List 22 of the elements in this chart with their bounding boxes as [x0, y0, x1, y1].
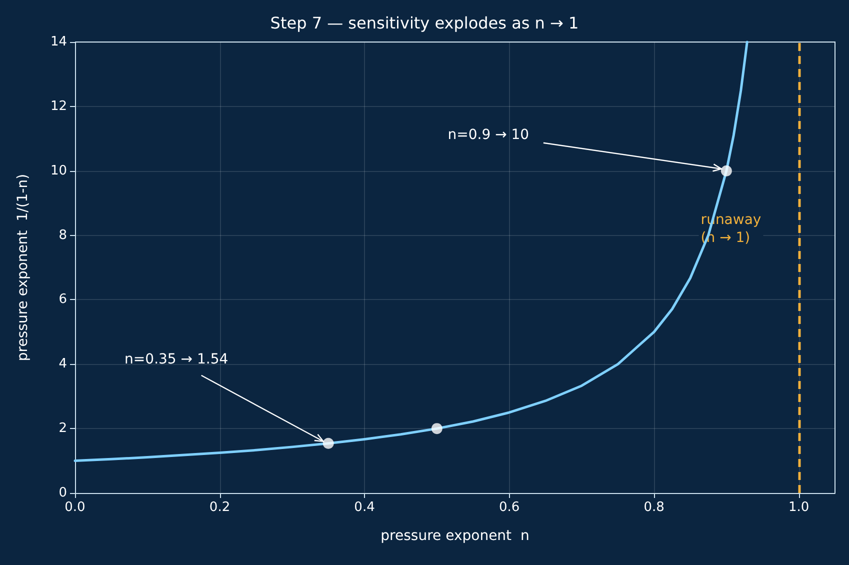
annotation: n=0.9 → 10 — [448, 126, 530, 143]
y-tick-label: 10 — [50, 163, 67, 178]
point — [720, 165, 732, 176]
y-axis-title: pressure exponent 1/(1-n) — [15, 174, 31, 362]
x-tick-label: 1.0 — [788, 500, 810, 515]
y-tick-label: 14 — [50, 34, 67, 50]
point — [322, 438, 334, 449]
x-tick-label: 0.2 — [209, 500, 230, 515]
y-tick-label: 8 — [58, 228, 67, 243]
point — [431, 423, 442, 434]
y-tick-label: 4 — [58, 356, 67, 372]
x-tick-label: 0.6 — [498, 500, 520, 515]
x-tick-label: 0.8 — [644, 500, 664, 515]
y-tick-label: 6 — [58, 292, 67, 308]
chart-title: Step 7 — sensitivity explodes as n → 1 — [270, 14, 579, 32]
x-axis-title: pressure exponent n — [380, 528, 530, 544]
y-tick-label: 12 — [50, 98, 67, 114]
x-tick-label: 0.4 — [354, 500, 375, 515]
annotation: n=0.35 → 1.54 — [124, 351, 228, 368]
y-tick-label: 0 — [58, 486, 67, 500]
y-tick-label: 2 — [58, 421, 67, 436]
x-tick-label: 0.0 — [64, 500, 86, 515]
